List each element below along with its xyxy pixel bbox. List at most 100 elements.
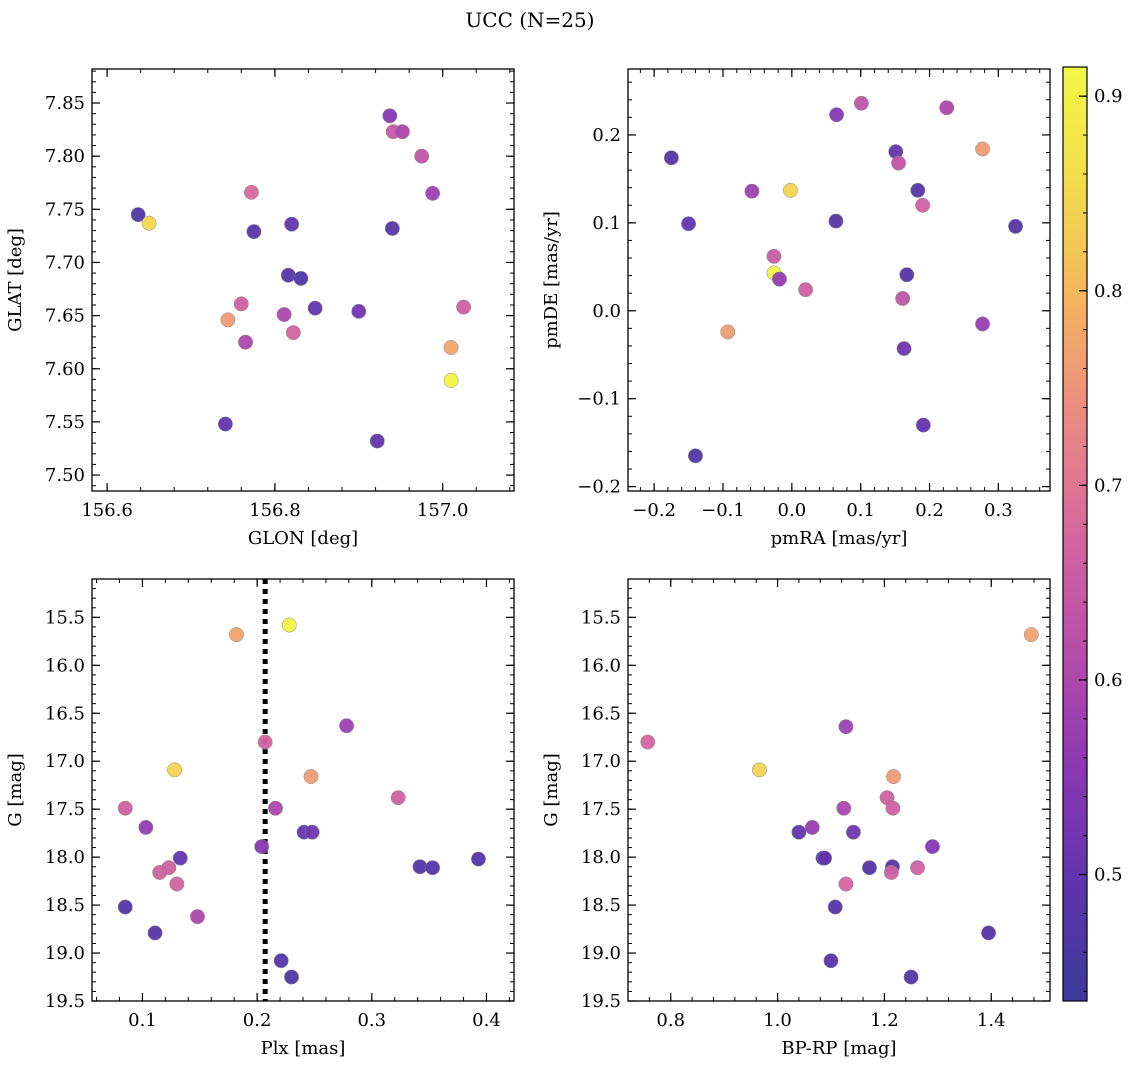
x-tick-label: 0.2 [243,1010,272,1031]
data-point [925,839,940,855]
x-tick-label: 1.0 [763,1010,792,1031]
y-tick-label: 18.5 [581,895,621,916]
data-point [688,448,703,464]
y-tick-label: 19.0 [581,943,621,964]
data-point [243,184,259,200]
x-tick-label: 0.0 [778,500,807,521]
data-point [783,182,798,198]
data-point [147,925,163,941]
data-point [766,248,782,264]
data-point [284,216,300,232]
data-point [233,296,249,312]
data-point [217,416,233,432]
colorbar-gradient [1062,66,1088,1002]
data-point [276,307,292,322]
data-point [304,824,320,840]
y-axis-label: G [mag] [5,753,26,826]
data-point [117,800,133,816]
y-tick-label: −0.2 [577,477,621,498]
y-tick-label: 7.55 [45,412,85,433]
data-point [836,800,852,816]
y-tick-label: 16.0 [45,655,85,676]
data-point [886,769,901,785]
axes-frame [91,578,515,1002]
data-point [798,282,814,298]
x-tick-label: 0.3 [357,1010,386,1031]
x-axis-label: pmRA [mas/yr] [771,528,908,549]
data-point [891,155,906,171]
data-point [456,299,472,315]
data-point [1023,627,1039,643]
y-axis-label: G [mag] [541,753,562,826]
data-point [220,312,236,328]
colorbar-tick-label: 0.8 [1094,281,1123,302]
y-tick-label: 17.0 [45,751,85,772]
y-axis-label: GLAT [deg] [5,228,26,332]
data-point [443,340,459,355]
data-point [838,876,854,892]
axes-frame [627,578,1051,1002]
y-tick-label: 17.5 [581,799,621,820]
data-point [861,860,877,876]
y-tick-label: 16.0 [581,655,621,676]
data-point [273,953,289,969]
data-point [828,213,844,229]
data-point [471,851,486,867]
y-tick-label: 18.0 [45,847,85,868]
data-point [829,107,845,123]
data-point [293,270,309,286]
data-point [229,627,244,643]
data-point [412,859,428,875]
data-point [351,303,367,319]
x-tick-label: 0.2 [915,500,944,521]
y-tick-label: 16.5 [581,703,621,724]
data-point [885,800,901,816]
x-tick-label: 0.3 [984,500,1013,521]
y-tick-label: 15.5 [581,607,621,628]
y-tick-label: 19.0 [45,943,85,964]
x-tick-label: 0.8 [656,1010,685,1031]
scatter-panel-1: 156.6 156.8 157.0 7.50 7.55 7.60 7.65 7.70 7.75 7… [5,68,515,549]
data-point [425,185,441,201]
y-tick-label: 18.0 [581,847,621,868]
data-point [414,148,430,164]
data-point [268,800,283,816]
x-axis-label: GLON [deg] [248,528,358,549]
data-point [443,373,459,388]
x-tick-label: 0.1 [846,500,875,521]
colorbar-tick-label: 0.5 [1094,865,1123,886]
data-point [899,267,915,283]
data-point [975,141,990,157]
marks [117,579,486,1001]
data-point [425,860,441,876]
axes-frame [91,68,515,492]
data-point [280,267,296,283]
marks [663,95,1024,464]
data-point [238,334,253,350]
y-tick-label: 17.5 [45,799,85,820]
data-point [254,839,270,855]
y-tick-label: 7.50 [45,465,85,486]
y-tick-label: 16.5 [45,703,85,724]
y-tick-label: 19.5 [45,991,85,1012]
data-point [169,876,185,892]
data-point [167,762,183,778]
data-point [382,108,398,124]
marks [640,627,1039,985]
data-point [981,925,997,941]
colorbar: 0.5 0.6 0.7 0.8 0.9 [1062,66,1123,1002]
data-point [853,95,869,111]
data-point [117,899,133,915]
data-point [903,969,919,985]
data-point [895,291,911,306]
y-tick-label: 7.65 [45,306,85,327]
colorbar-tick-label: 0.6 [1094,670,1123,691]
y-tick-label: 17.0 [581,751,621,772]
x-tick-label: −0.1 [701,500,745,521]
data-point [303,769,319,785]
data-point [384,220,400,236]
data-point [285,325,301,341]
data-point [939,100,955,116]
data-point [172,850,188,866]
